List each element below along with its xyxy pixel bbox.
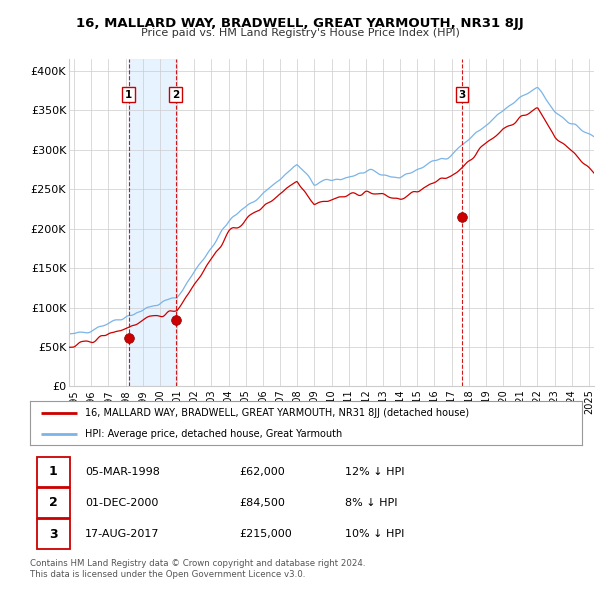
Text: 3: 3 — [49, 527, 58, 540]
Text: 17-AUG-2017: 17-AUG-2017 — [85, 529, 160, 539]
Text: 8% ↓ HPI: 8% ↓ HPI — [344, 498, 397, 508]
Text: 05-MAR-1998: 05-MAR-1998 — [85, 467, 160, 477]
Text: £62,000: £62,000 — [240, 467, 286, 477]
Text: 16, MALLARD WAY, BRADWELL, GREAT YARMOUTH, NR31 8JJ: 16, MALLARD WAY, BRADWELL, GREAT YARMOUT… — [76, 17, 524, 30]
FancyBboxPatch shape — [37, 488, 70, 518]
Text: 12% ↓ HPI: 12% ↓ HPI — [344, 467, 404, 477]
Text: 2: 2 — [49, 496, 58, 510]
Text: 16, MALLARD WAY, BRADWELL, GREAT YARMOUTH, NR31 8JJ (detached house): 16, MALLARD WAY, BRADWELL, GREAT YARMOUT… — [85, 408, 469, 418]
Text: 01-DEC-2000: 01-DEC-2000 — [85, 498, 158, 508]
Text: £215,000: £215,000 — [240, 529, 293, 539]
Text: HPI: Average price, detached house, Great Yarmouth: HPI: Average price, detached house, Grea… — [85, 428, 343, 438]
FancyBboxPatch shape — [37, 457, 70, 487]
Text: Price paid vs. HM Land Registry's House Price Index (HPI): Price paid vs. HM Land Registry's House … — [140, 28, 460, 38]
Text: 10% ↓ HPI: 10% ↓ HPI — [344, 529, 404, 539]
FancyBboxPatch shape — [37, 519, 70, 549]
Bar — [128, 59, 176, 386]
Text: 1: 1 — [125, 90, 132, 100]
Text: 1: 1 — [49, 466, 58, 478]
Text: £84,500: £84,500 — [240, 498, 286, 508]
Text: Contains HM Land Registry data © Crown copyright and database right 2024.
This d: Contains HM Land Registry data © Crown c… — [30, 559, 365, 579]
Text: 3: 3 — [458, 90, 466, 100]
Text: 2: 2 — [172, 90, 179, 100]
